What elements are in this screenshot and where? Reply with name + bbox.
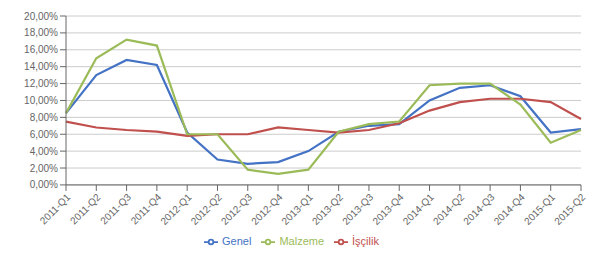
svg-text:4,00%: 4,00% — [30, 146, 58, 157]
svg-text:2012-Q4: 2012-Q4 — [249, 191, 285, 227]
svg-text:0,00%: 0,00% — [30, 179, 58, 190]
svg-text:2011-Q3: 2011-Q3 — [98, 191, 133, 226]
svg-text:2011-Q4: 2011-Q4 — [129, 191, 164, 226]
svg-text:2014-Q3: 2014-Q3 — [461, 191, 497, 227]
svg-text:2012-Q2: 2012-Q2 — [189, 191, 225, 227]
svg-text:14,00%: 14,00% — [24, 61, 58, 72]
svg-text:8,00%: 8,00% — [30, 112, 58, 123]
svg-text:2013-Q2: 2013-Q2 — [310, 191, 346, 227]
svg-text:2012-Q3: 2012-Q3 — [219, 191, 255, 227]
svg-text:2014-Q1: 2014-Q1 — [401, 191, 437, 227]
svg-text:12,00%: 12,00% — [24, 78, 58, 89]
svg-text:18,00%: 18,00% — [24, 27, 58, 38]
svg-text:2,00%: 2,00% — [30, 163, 58, 174]
svg-text:2014-Q4: 2014-Q4 — [492, 191, 528, 227]
html-text:İşçilik: İşçilik — [352, 234, 379, 247]
svg-text:2012-Q1: 2012-Q1 — [158, 191, 194, 227]
svg-text:16,00%: 16,00% — [24, 44, 58, 55]
svg-text:10,00%: 10,00% — [24, 95, 58, 106]
svg-text:20,00%: 20,00% — [24, 11, 58, 22]
svg-text:2015-Q1: 2015-Q1 — [522, 191, 558, 227]
svg-text:2013-Q1: 2013-Q1 — [279, 191, 315, 227]
html-text:Genel: Genel — [222, 234, 252, 247]
svg-text:6,00%: 6,00% — [30, 129, 58, 140]
svg-text:2013-Q3: 2013-Q3 — [340, 191, 376, 227]
svg-text:2015-Q2: 2015-Q2 — [552, 191, 588, 227]
svg-text:2014-Q2: 2014-Q2 — [431, 191, 467, 227]
svg-text:2013-Q4: 2013-Q4 — [370, 191, 406, 227]
svg-text:2011-Q1: 2011-Q1 — [38, 191, 73, 226]
html-text:Malzeme: Malzeme — [279, 234, 324, 247]
svg-text:2011-Q2: 2011-Q2 — [68, 191, 103, 226]
